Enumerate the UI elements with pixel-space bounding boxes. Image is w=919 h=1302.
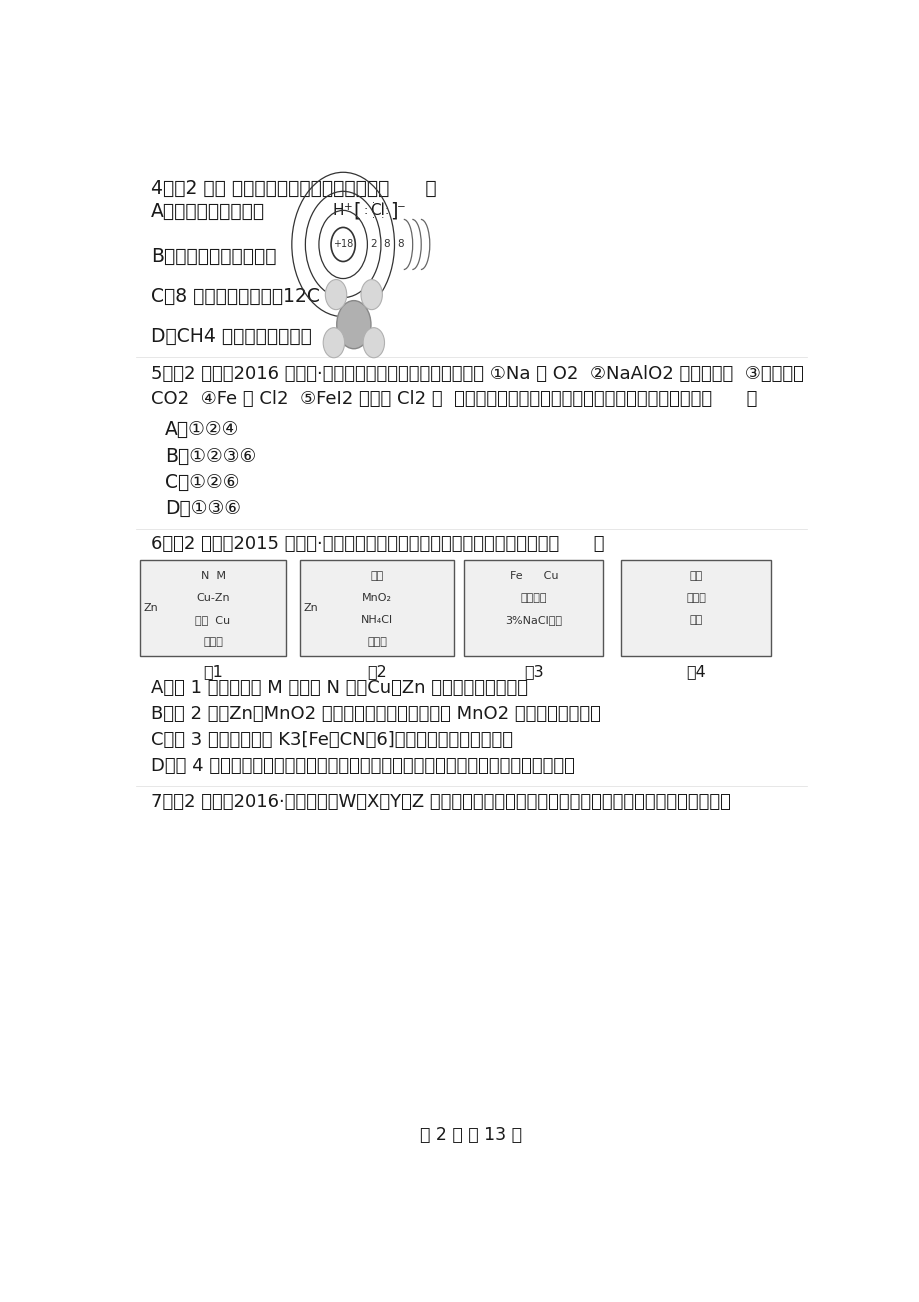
Text: 钓铁输: 钓铁输 [686,594,705,603]
FancyBboxPatch shape [620,560,770,655]
Circle shape [360,280,382,310]
Text: 8: 8 [383,240,390,250]
Text: N  M: N M [200,572,225,581]
Text: +: + [344,202,352,212]
Text: 图4: 图4 [686,664,705,680]
Text: Zn: Zn [303,603,318,613]
FancyBboxPatch shape [300,560,453,655]
Circle shape [363,328,384,358]
Text: C．图 3 中，滴加少量 K3[Fe（CN）6]溶液，没有蓝色沉淠出现: C．图 3 中，滴加少量 K3[Fe（CN）6]溶液，没有蓝色沉淠出现 [151,730,512,749]
Circle shape [336,301,370,349]
Text: 碳棒: 碳棒 [370,572,383,581]
Text: A．图 1 中，开关由 M 改置于 N 时，Cu－Zn 合金的腐蚀速率减小: A．图 1 中，开关由 M 改置于 N 时，Cu－Zn 合金的腐蚀速率减小 [151,678,528,697]
Circle shape [323,328,345,358]
Text: 5．（2 分）（2016 高一下·重庆期中）下列两种物质发生反应 ①Na 和 O2  ②NaAlO2 溶液与盐酸  ③水玻璃与: 5．（2 分）（2016 高一下·重庆期中）下列两种物质发生反应 ①Na 和 O… [151,365,802,383]
Text: ·  ·: · · [372,214,384,224]
Text: 稀盐酸: 稀盐酸 [203,638,222,647]
Text: 4．（2 分） 下列化学用语或模型正确的是（      ）: 4．（2 分） 下列化学用语或模型正确的是（ ） [151,178,436,198]
Text: A．氯化氢的电子式：: A．氯化氢的电子式： [151,202,265,221]
Text: D．CH4 分子的比例模型：: D．CH4 分子的比例模型： [151,327,312,346]
Text: 水管: 水管 [688,616,702,625]
Text: 8: 8 [396,240,403,250]
Text: :: : [363,204,367,217]
Text: A．①②④: A．①②④ [165,421,239,440]
Text: C．8 个中子的碳原子：12C: C．8 个中子的碳原子：12C [151,288,319,306]
Text: 第 2 页 共 13 页: 第 2 页 共 13 页 [420,1126,522,1143]
Text: 地面: 地面 [688,572,702,581]
Text: 3%NaCl溶液: 3%NaCl溶液 [505,616,562,625]
Text: 图2: 图2 [367,664,387,680]
Text: NH₄Cl: NH₄Cl [360,616,392,625]
Text: ]: ] [390,202,397,220]
Text: 图3: 图3 [524,664,543,680]
Text: 图1: 图1 [203,664,222,680]
FancyBboxPatch shape [464,560,603,655]
Text: 合金  Cu: 合金 Cu [195,616,231,625]
Text: C．①②⑥: C．①②⑥ [165,473,239,492]
FancyBboxPatch shape [140,560,286,655]
Text: CO2  ④Fe 与 Cl2  ⑤FeI2 溶液和 Cl2 ，  因反应物用量或反应条件的不同而生成不同产物的是（      ）: CO2 ④Fe 与 Cl2 ⑤FeI2 溶液和 Cl2 ， 因反应物用量或反应条… [151,389,756,408]
Text: Fe      Cu: Fe Cu [509,572,558,581]
Text: 6．（2 分）（2015 高二上·沈阳月考）下列与金属腐蚀有关的说法正确的是（      ）: 6．（2 分）（2015 高二上·沈阳月考）下列与金属腐蚀有关的说法正确的是（ … [151,535,604,553]
Text: B．图 2 中，Zn－MnO2 干电池自放电腐蚀主要是由 MnO2 的氧化作用引起的: B．图 2 中，Zn－MnO2 干电池自放电腐蚀主要是由 MnO2 的氧化作用引… [151,704,600,723]
Circle shape [325,280,346,310]
Text: 糊状物: 糊状物 [367,638,387,647]
Text: D．①③⑥: D．①③⑥ [165,499,241,518]
Text: 7．（2 分）（2016·衡阳模拟）W、X、Y、Z 为原子序数依次增大的四种短周期主族元素，它们的最外层电子: 7．（2 分）（2016·衡阳模拟）W、X、Y、Z 为原子序数依次增大的四种短周… [151,793,730,811]
Text: MnO₂: MnO₂ [362,594,391,603]
Text: ·  ·: · · [372,198,384,208]
Text: D．图 4 中，用犍犊镇块的方法来防止地下钓铁管道的腐蚀，镇块相当于原电池的正极: D．图 4 中，用犍犊镇块的方法来防止地下钓铁管道的腐蚀，镇块相当于原电池的正极 [151,756,573,775]
Text: H: H [332,203,344,219]
Text: −: − [397,202,405,212]
Text: B．①②③⑥: B．①②③⑥ [165,447,255,466]
Circle shape [331,228,355,262]
Text: :: : [384,204,389,217]
Text: +18: +18 [333,240,353,250]
Text: Cu-Zn: Cu-Zn [196,594,230,603]
Text: Zn: Zn [143,603,158,613]
Text: 2: 2 [369,240,376,250]
Text: B．硫离子结构示意图：: B．硫离子结构示意图： [151,247,276,266]
Text: 经酸化的: 经酸化的 [520,594,547,603]
Text: [: [ [353,202,360,220]
Text: Cl: Cl [369,203,385,219]
